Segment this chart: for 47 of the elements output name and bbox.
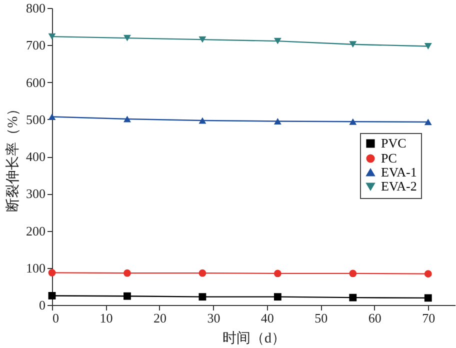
point [48,269,56,276]
legend-label: EVA-2 [381,178,417,194]
point [198,269,206,277]
point [274,118,282,124]
point [124,269,131,277]
point [349,270,357,278]
y-tick-label: 500 [26,112,46,127]
x-tick-label: 50 [314,310,328,326]
legend-label: PC [381,150,397,166]
x-tick-label: 70 [422,310,436,326]
y-axis-title: 断裂伸长率（%） [5,102,21,212]
x-tick-label: 20 [153,310,166,326]
y-tick-label: 700 [26,38,46,53]
point [274,270,282,278]
point [349,41,357,48]
point [198,36,206,43]
y-tick-label: 200 [26,223,46,238]
legend-label: EVA-1 [381,164,417,180]
point [349,118,357,125]
point [424,294,432,302]
x-tick-label: 40 [260,310,274,326]
y-tick-label: 800 [26,0,46,16]
point [48,292,56,300]
point [48,33,56,40]
point [274,38,282,44]
point [424,43,432,50]
x-tick-label: 30 [207,310,220,326]
x-tick-label: 10 [100,310,113,326]
y-tick-label: 400 [26,149,46,164]
point [424,270,432,278]
point [48,114,56,120]
x-tick-label: 0 [52,310,59,326]
y-tick-label: 300 [26,186,46,202]
x-axis-title: 时间（d） [222,330,286,346]
point [124,116,131,122]
point [274,293,282,301]
point [124,34,131,42]
y-tick-label: 100 [26,260,46,276]
point [198,293,206,301]
x-tick-label: 60 [368,310,382,326]
legend-label: PVC [381,136,406,150]
y-tick-label: 0 [39,298,46,312]
point [198,117,206,124]
y-tick-label: 600 [26,74,46,90]
point [124,292,131,300]
point [349,294,357,302]
point [424,118,432,126]
